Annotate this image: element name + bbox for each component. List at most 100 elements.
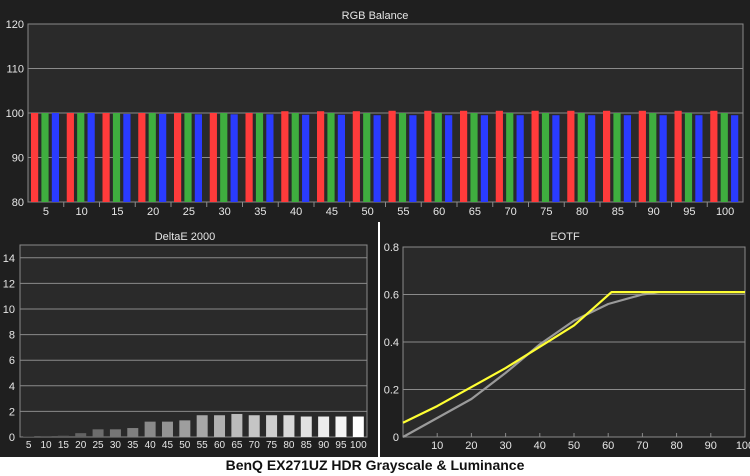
deltae-y-tick-label: 14 bbox=[3, 253, 15, 265]
deltae-x-tick-label: 100 bbox=[350, 440, 367, 451]
deltae-panel: DeltaE 2000 0 2 4 6 8 10 12 14 5 10 15 20 25 30 35 40 45 5… bbox=[0, 222, 378, 457]
rgb-bar-green bbox=[363, 113, 371, 202]
rgb-bar-green bbox=[613, 113, 621, 202]
deltae-x-tick-label: 90 bbox=[318, 440, 330, 451]
rgb-y-tick-label: 80 bbox=[12, 197, 24, 209]
deltae-bar bbox=[127, 428, 139, 437]
rgb-bar-green bbox=[398, 113, 407, 202]
eotf-x-tick-label: 50 bbox=[568, 440, 580, 452]
deltae-x-tick-label: 20 bbox=[75, 440, 87, 451]
rgb-x-tick-label: 50 bbox=[362, 206, 374, 218]
deltae-bar bbox=[40, 435, 52, 437]
rgb-x-tick-label: 25 bbox=[183, 206, 195, 218]
deltae-x-tick-label: 50 bbox=[179, 440, 191, 451]
deltae-bar bbox=[352, 416, 364, 437]
rgb-bar-red bbox=[674, 110, 682, 202]
deltae-x-tick-label: 25 bbox=[93, 440, 105, 451]
rgb-bar-blue bbox=[230, 114, 238, 202]
rgb-x-tick-label: 35 bbox=[254, 206, 266, 218]
deltae-x-tick-label: 30 bbox=[110, 440, 122, 451]
rgb-y-tick-label: 110 bbox=[6, 64, 24, 76]
rgb-bar-green bbox=[506, 113, 514, 202]
rgb-bar-green bbox=[720, 113, 728, 202]
eotf-x-tick-label: 80 bbox=[670, 440, 682, 452]
eotf-x-tick-label: 40 bbox=[534, 440, 546, 452]
rgb-x-tick-label: 65 bbox=[469, 206, 481, 218]
deltae-y-tick-label: 4 bbox=[9, 381, 15, 393]
deltae-y-tick-label: 6 bbox=[9, 355, 15, 367]
rgb-bar-red bbox=[388, 110, 396, 202]
deltae-bar bbox=[283, 415, 295, 437]
deltae-x-tick-label: 70 bbox=[249, 440, 261, 451]
eotf-x-tick-label: 100 bbox=[736, 440, 750, 452]
rgb-bar-blue bbox=[194, 114, 202, 202]
rgb-bar-blue bbox=[373, 115, 381, 202]
rgb-bar-red bbox=[209, 113, 217, 202]
rgb-bar-blue bbox=[266, 114, 274, 202]
rgb-x-tick-label: 45 bbox=[326, 206, 338, 218]
eotf-y-tick-label: 0.6 bbox=[384, 290, 399, 302]
deltae-x-tick-label: 60 bbox=[214, 440, 226, 451]
rgb-bar-red bbox=[317, 111, 325, 202]
rgb-bar-blue bbox=[445, 115, 453, 202]
deltae-x-tick-label: 75 bbox=[266, 440, 278, 451]
rgb-x-tick-label: 85 bbox=[612, 206, 624, 218]
rgb-bar-red bbox=[460, 110, 468, 202]
deltae-y-tick-label: 10 bbox=[3, 304, 15, 316]
deltae-bar bbox=[179, 420, 191, 437]
rgb-bar-red bbox=[424, 110, 432, 202]
deltae-bar bbox=[57, 435, 69, 437]
deltae-y-tick-label: 0 bbox=[9, 432, 15, 444]
rgb-x-tick-label: 10 bbox=[76, 206, 88, 218]
deltae-x-tick-label: 55 bbox=[197, 440, 209, 451]
deltae-bar bbox=[214, 415, 226, 437]
rgb-bar-blue bbox=[480, 115, 488, 202]
eotf-x-tick-label: 90 bbox=[705, 440, 717, 452]
rgb-bar-green bbox=[434, 113, 442, 202]
deltae-y-tick-label: 2 bbox=[9, 406, 15, 418]
rgb-bar-red bbox=[603, 110, 611, 202]
deltae-bar bbox=[23, 436, 35, 437]
rgb-bar-blue bbox=[409, 115, 417, 202]
rgb-bar-green bbox=[148, 113, 156, 202]
rgb-bar-red bbox=[102, 113, 110, 202]
eotf-y-tick-label: 0.2 bbox=[384, 385, 399, 397]
eotf-panel: EOTF 0 0.2 0.4 0.6 0.8 10 20 30 40 50 60 70 80 90 100 bbox=[380, 222, 750, 457]
eotf-x-tick-label: 20 bbox=[465, 440, 477, 452]
rgb-y-tick-label: 120 bbox=[6, 19, 24, 31]
rgb-bar-red bbox=[281, 111, 289, 202]
deltae-x-tick-label: 65 bbox=[231, 440, 243, 451]
deltae-plot-area bbox=[19, 244, 368, 438]
deltae-bar bbox=[161, 421, 173, 437]
rgb-bar-blue bbox=[337, 114, 345, 202]
rgb-bar-blue bbox=[51, 113, 59, 202]
rgb-bar-blue bbox=[302, 114, 310, 202]
deltae-bar bbox=[75, 433, 87, 437]
rgb-x-tick-label: 100 bbox=[716, 206, 734, 218]
eotf-x-tick-label: 60 bbox=[602, 440, 614, 452]
deltae-bar bbox=[248, 415, 260, 437]
rgb-bar-red bbox=[352, 111, 360, 202]
rgb-y-tick-label: 100 bbox=[6, 108, 24, 120]
rgb-bar-red bbox=[638, 110, 646, 202]
rgb-y-tick-label: 90 bbox=[12, 153, 24, 165]
rgb-x-tick-label: 70 bbox=[505, 206, 517, 218]
rgb-chart-title: RGB Balance bbox=[342, 10, 409, 22]
deltae-bar bbox=[335, 416, 347, 437]
rgb-bar-green bbox=[291, 113, 299, 202]
rgb-x-tick-label: 90 bbox=[648, 206, 660, 218]
deltae-x-tick-label: 40 bbox=[145, 440, 157, 451]
deltae-x-tick-label: 10 bbox=[40, 440, 52, 451]
rgb-x-tick-label: 95 bbox=[683, 206, 695, 218]
rgb-bar-green bbox=[77, 113, 85, 202]
rgb-bar-red bbox=[245, 113, 253, 202]
deltae-bar bbox=[196, 415, 208, 437]
deltae-bar bbox=[231, 413, 243, 437]
rgb-bar-blue bbox=[659, 115, 667, 202]
rgb-bar-red bbox=[31, 113, 39, 202]
deltae-bar bbox=[92, 429, 104, 437]
rgb-balance-panel: RGB Balance 80 90 100 110 120 5 10 15 20 25 30 35 40 4… bbox=[0, 0, 750, 222]
rgb-bar-blue bbox=[731, 115, 739, 202]
deltae-bar bbox=[318, 416, 330, 437]
